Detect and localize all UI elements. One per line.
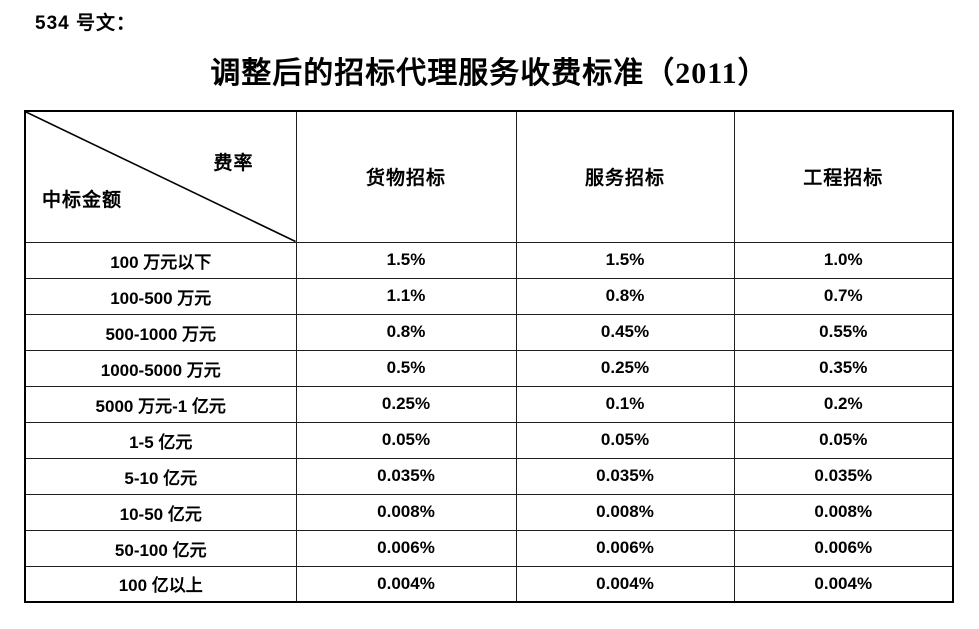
table-header-row: 费率 中标金额 货物招标 服务招标 工程招标 — [24, 110, 954, 243]
amount-cell: 5-10 亿元 — [24, 457, 297, 495]
goods-rate-cell: 0.035% — [295, 457, 517, 495]
corner-label-rate: 费率 — [213, 153, 254, 174]
service-rate-cell: 0.25% — [515, 349, 735, 387]
goods-rate-cell: 0.8% — [295, 313, 517, 351]
service-rate-cell: 1.5% — [515, 241, 735, 279]
engineering-rate-cell: 0.035% — [733, 457, 954, 495]
diagonal-corner-cell: 费率 中标金额 — [24, 110, 297, 243]
service-rate-cell: 0.035% — [515, 457, 735, 495]
engineering-rate-cell: 0.35% — [733, 349, 954, 387]
engineering-rate-cell: 0.008% — [733, 493, 954, 531]
table-row: 1-5 亿元 0.05% 0.05% 0.05% — [24, 421, 954, 459]
engineering-rate-cell: 0.006% — [733, 529, 954, 567]
engineering-rate-cell: 0.05% — [733, 421, 954, 459]
amount-cell: 500-1000 万元 — [24, 313, 297, 351]
table-row: 500-1000 万元 0.8% 0.45% 0.55% — [24, 313, 954, 351]
amount-cell: 100 万元以下 — [24, 241, 297, 279]
goods-rate-cell: 0.008% — [295, 493, 517, 531]
amount-cell: 5000 万元-1 亿元 — [24, 385, 297, 423]
engineering-rate-cell: 0.7% — [733, 277, 954, 315]
service-rate-cell: 0.006% — [515, 529, 735, 567]
table-row: 100-500 万元 1.1% 0.8% 0.7% — [24, 277, 954, 315]
table-row: 5000 万元-1 亿元 0.25% 0.1% 0.2% — [24, 385, 954, 423]
table-row: 5-10 亿元 0.035% 0.035% 0.035% — [24, 457, 954, 495]
table-row: 1000-5000 万元 0.5% 0.25% 0.35% — [24, 349, 954, 387]
table-row: 10-50 亿元 0.008% 0.008% 0.008% — [24, 493, 954, 531]
engineering-rate-cell: 0.004% — [733, 565, 954, 603]
service-rate-cell: 0.05% — [515, 421, 735, 459]
table-row: 100 亿以上 0.004% 0.004% 0.004% — [24, 565, 954, 603]
engineering-rate-cell: 1.0% — [733, 241, 954, 279]
corner-label-amount: 中标金额 — [42, 189, 123, 211]
service-rate-cell: 0.45% — [515, 313, 735, 351]
table-row: 50-100 亿元 0.006% 0.006% 0.006% — [24, 529, 954, 567]
amount-cell: 1-5 亿元 — [24, 421, 297, 459]
service-rate-cell: 0.1% — [515, 385, 735, 423]
goods-rate-cell: 0.006% — [295, 529, 517, 567]
column-header-engineering: 工程招标 — [733, 110, 954, 243]
amount-cell: 100-500 万元 — [24, 277, 297, 315]
amount-cell: 50-100 亿元 — [24, 529, 297, 567]
amount-cell: 10-50 亿元 — [24, 493, 297, 531]
engineering-rate-cell: 0.55% — [733, 313, 954, 351]
service-rate-cell: 0.008% — [515, 493, 735, 531]
goods-rate-cell: 0.5% — [295, 349, 517, 387]
service-rate-cell: 0.004% — [515, 565, 735, 603]
amount-cell: 100 亿以上 — [24, 565, 297, 603]
goods-rate-cell: 0.25% — [295, 385, 517, 423]
document-number-label: 534 号文： — [35, 13, 136, 34]
diagonal-divider-line — [26, 112, 296, 242]
service-rate-cell: 0.8% — [515, 277, 735, 315]
amount-cell: 1000-5000 万元 — [24, 349, 297, 387]
engineering-rate-cell: 0.2% — [733, 385, 954, 423]
column-header-goods: 货物招标 — [295, 110, 517, 243]
goods-rate-cell: 1.5% — [295, 241, 517, 279]
goods-rate-cell: 0.004% — [295, 565, 517, 603]
page-title: 调整后的招标代理服务收费标准（2011） — [210, 57, 769, 90]
table-row: 100 万元以下 1.5% 1.5% 1.0% — [24, 241, 954, 279]
fee-rate-table: 费率 中标金额 货物招标 服务招标 工程招标 100 万元以下 1.5% 1.5… — [24, 110, 954, 603]
goods-rate-cell: 1.1% — [295, 277, 517, 315]
goods-rate-cell: 0.05% — [295, 421, 517, 459]
column-header-service: 服务招标 — [515, 110, 735, 243]
